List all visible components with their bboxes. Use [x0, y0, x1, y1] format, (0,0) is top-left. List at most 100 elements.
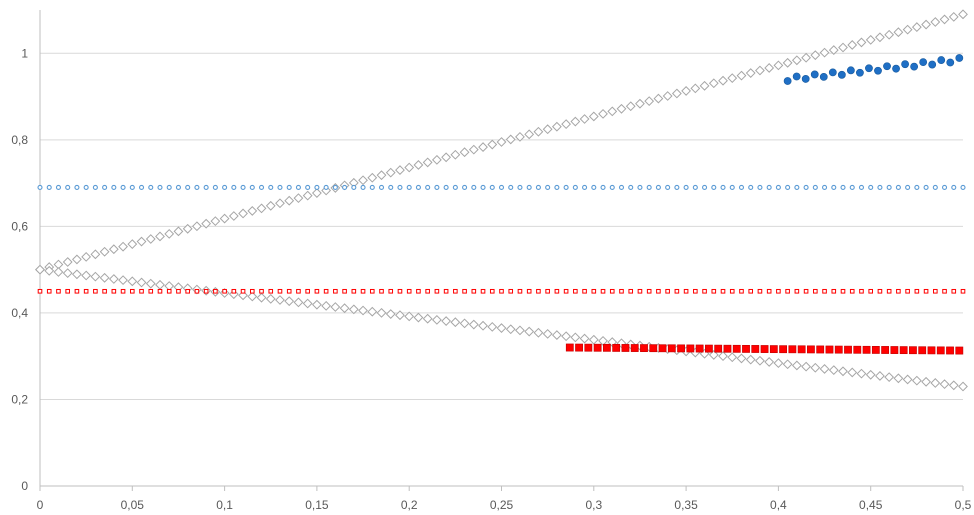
series-1-point-5 [82, 271, 90, 279]
series-4-point-4 [820, 73, 827, 80]
series-0-point-27 [285, 197, 293, 205]
series-3-point-57 [564, 289, 568, 293]
series-0-point-53 [525, 130, 533, 138]
series-1-point-76 [737, 354, 745, 362]
series-1-point-31 [322, 302, 330, 310]
series-2-point-75 [730, 185, 734, 189]
series-1-point-89 [857, 369, 865, 377]
series-2-point-88 [850, 185, 854, 189]
series-2-point-8 [112, 185, 116, 189]
series-1-point-6 [91, 272, 99, 280]
series-2-point-50 [500, 185, 504, 189]
series-0-point-90 [867, 36, 875, 44]
series-2-point-54 [536, 185, 540, 189]
series-1-point-35 [359, 306, 367, 314]
series-0-point-94 [903, 25, 911, 33]
series-0-point-54 [534, 128, 542, 136]
series-2-point-98 [943, 185, 947, 189]
series-4-point-10 [874, 67, 881, 74]
series-3-point-88 [850, 289, 854, 293]
series-2-point-37 [380, 185, 384, 189]
series-1-point-45 [451, 318, 459, 326]
series-2-point-65 [638, 185, 642, 189]
series-1-point-39 [396, 311, 404, 319]
series-3-point-77 [749, 289, 753, 293]
series-1-point-97 [931, 379, 939, 387]
series-2-point-25 [269, 185, 273, 189]
series-2-point-83 [804, 185, 808, 189]
series-2-point-59 [583, 185, 587, 189]
series-0-point-20 [220, 214, 228, 222]
series-0-point-65 [636, 99, 644, 107]
series-2-point-97 [933, 185, 937, 189]
series-0-point-57 [562, 120, 570, 128]
y-tick-label-0: 0 [21, 479, 28, 493]
series-4-point-14 [911, 63, 918, 70]
series-2-point-39 [398, 185, 402, 189]
series-3-point-86 [832, 289, 836, 293]
series-0-point-8 [110, 245, 118, 253]
series-5-point-25 [798, 346, 805, 353]
series-0-point-17 [193, 222, 201, 230]
series-0-point-71 [691, 84, 699, 92]
series-0-point-100 [959, 10, 967, 18]
series-1-point-38 [387, 310, 395, 318]
series-3-point-62 [610, 289, 614, 293]
series-3-point-53 [527, 289, 531, 293]
series-0-point-41 [414, 161, 422, 169]
series-3-point-69 [675, 289, 679, 293]
x-tick-label-5: 0,25 [490, 498, 514, 512]
series-3-point-59 [583, 289, 587, 293]
series-3-point-24 [260, 289, 264, 293]
series-2-point-100 [961, 185, 965, 189]
series-2-point-99 [952, 185, 956, 189]
series-0-point-13 [156, 232, 164, 240]
series-4-point-6 [838, 71, 845, 78]
series-0-point-3 [63, 258, 71, 266]
series-0-point-6 [91, 250, 99, 258]
series-3-point-56 [555, 289, 559, 293]
series-3-point-52 [518, 289, 522, 293]
series-2-point-60 [592, 185, 596, 189]
series-0-point-93 [894, 28, 902, 36]
series-1-point-100 [959, 382, 967, 390]
series-0-point-49 [488, 140, 496, 148]
series-5-point-30 [844, 346, 851, 353]
series-2-point-31 [324, 185, 328, 189]
series-0-point-22 [239, 209, 247, 217]
series-0-point-44 [442, 153, 450, 161]
series-0-point-12 [147, 235, 155, 243]
series-2-point-51 [509, 185, 513, 189]
series-1-point-74 [719, 352, 727, 360]
series-1-point-47 [470, 320, 478, 328]
series-3-point-76 [740, 289, 744, 293]
series-3-point-64 [629, 289, 633, 293]
series-3-point-55 [546, 289, 550, 293]
series-5-point-17 [724, 345, 731, 352]
series-2-point-4 [75, 185, 79, 189]
series-2-point-70 [684, 185, 688, 189]
series-3-point-97 [934, 289, 938, 293]
series-0-point-48 [479, 143, 487, 151]
series-2-point-89 [859, 185, 863, 189]
series-3-point-38 [389, 289, 393, 293]
series-5-point-13 [687, 345, 694, 352]
series-1-point-53 [525, 327, 533, 335]
series-5-point-6 [622, 344, 629, 351]
series-3-point-1 [47, 289, 51, 293]
series-2-point-85 [823, 185, 827, 189]
series-5-point-26 [807, 346, 814, 353]
series-3-point-37 [380, 289, 384, 293]
series-0-point-39 [396, 166, 404, 174]
series-5-point-1 [575, 344, 582, 351]
series-2-point-79 [767, 185, 771, 189]
series-2-point-52 [518, 185, 522, 189]
series-2-point-12 [149, 185, 153, 189]
series-1-point-30 [313, 300, 321, 308]
series-2-point-0 [38, 185, 42, 189]
series-0-point-81 [783, 59, 791, 67]
series-5-point-4 [603, 344, 610, 351]
series-1-point-43 [433, 316, 441, 324]
series-2-point-41 [416, 185, 420, 189]
series-3-point-23 [250, 289, 254, 293]
